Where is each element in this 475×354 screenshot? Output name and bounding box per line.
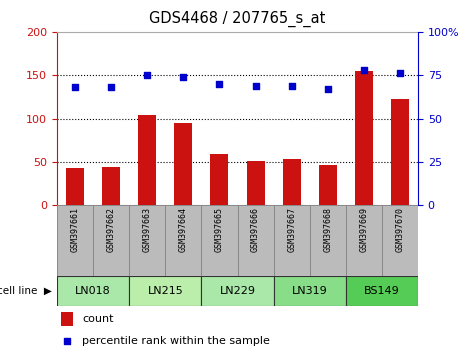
Text: LN319: LN319 <box>292 286 328 296</box>
Point <box>143 73 151 78</box>
Bar <box>138 115 156 205</box>
Text: GSM397669: GSM397669 <box>360 207 368 252</box>
Bar <box>129 276 201 306</box>
Text: GSM397661: GSM397661 <box>71 207 79 252</box>
Point <box>288 83 295 88</box>
Bar <box>319 165 337 205</box>
Bar <box>57 205 93 276</box>
Bar <box>66 168 84 205</box>
Text: GSM397665: GSM397665 <box>215 207 224 252</box>
Point <box>180 74 187 80</box>
Bar <box>310 205 346 276</box>
Text: LN018: LN018 <box>75 286 111 296</box>
Bar <box>165 205 201 276</box>
Bar <box>274 205 310 276</box>
Bar <box>274 276 346 306</box>
Bar <box>283 159 301 205</box>
Text: GSM397663: GSM397663 <box>143 207 152 252</box>
Text: GSM397664: GSM397664 <box>179 207 188 252</box>
Bar <box>238 205 274 276</box>
Point <box>63 338 71 343</box>
Point <box>71 85 79 90</box>
Text: GSM397662: GSM397662 <box>107 207 115 252</box>
Text: GSM397670: GSM397670 <box>396 207 404 252</box>
Text: GSM397667: GSM397667 <box>287 207 296 252</box>
Bar <box>102 167 120 205</box>
Text: cell line  ▶: cell line ▶ <box>0 286 52 296</box>
Bar <box>201 276 274 306</box>
Text: percentile rank within the sample: percentile rank within the sample <box>82 336 270 346</box>
Point <box>252 83 259 88</box>
Text: BS149: BS149 <box>364 286 400 296</box>
Text: LN229: LN229 <box>219 286 256 296</box>
Bar <box>174 123 192 205</box>
Bar <box>61 312 73 326</box>
Point <box>107 85 115 90</box>
Text: GDS4468 / 207765_s_at: GDS4468 / 207765_s_at <box>149 11 326 27</box>
Text: count: count <box>82 314 114 324</box>
Point <box>396 71 404 76</box>
Bar <box>382 205 418 276</box>
Bar <box>346 276 418 306</box>
Bar <box>93 205 129 276</box>
Point <box>360 67 368 73</box>
Point <box>324 86 332 92</box>
Bar <box>355 71 373 205</box>
Point <box>216 81 223 87</box>
Bar <box>129 205 165 276</box>
Text: GSM397668: GSM397668 <box>323 207 332 252</box>
Bar <box>247 161 265 205</box>
Bar <box>391 99 409 205</box>
Bar <box>57 276 129 306</box>
Bar <box>210 154 228 205</box>
Bar <box>346 205 382 276</box>
Bar <box>201 205 238 276</box>
Text: LN215: LN215 <box>147 286 183 296</box>
Text: GSM397666: GSM397666 <box>251 207 260 252</box>
